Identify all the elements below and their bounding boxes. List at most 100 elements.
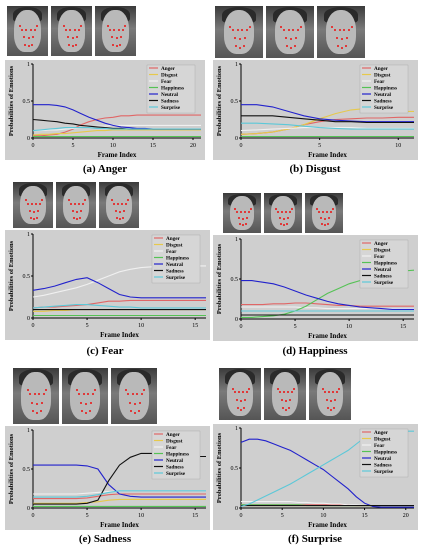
chart-disgust: 0 5 10 0 0.5 1 Frame Index Probabilities of Emo… bbox=[213, 60, 418, 160]
landmark-dot bbox=[42, 393, 45, 396]
landmark-dot bbox=[119, 210, 121, 213]
face-image bbox=[264, 193, 302, 233]
y-axis-label: Probabilities of Emotions bbox=[8, 433, 15, 504]
landmark-dot bbox=[337, 45, 340, 47]
x-tick-label: 15 bbox=[192, 323, 198, 329]
landmark-dot bbox=[235, 45, 238, 47]
landmark-dot bbox=[242, 391, 245, 394]
legend-box bbox=[359, 428, 409, 478]
legend-label: Happiness bbox=[166, 452, 189, 458]
landmark-dot bbox=[279, 217, 282, 219]
x-tick-label: 10 bbox=[138, 513, 144, 519]
x-tick-label: 0 bbox=[32, 513, 35, 519]
landmark-dot bbox=[69, 28, 72, 31]
landmark-dot bbox=[88, 410, 91, 412]
x-tick-label: 20 bbox=[190, 143, 196, 149]
face-images bbox=[13, 368, 157, 424]
landmark-dot bbox=[320, 217, 323, 219]
landmark-dot bbox=[38, 393, 41, 396]
landmark-dot bbox=[113, 28, 116, 31]
landmark-dot bbox=[239, 46, 241, 49]
face-image bbox=[95, 6, 136, 56]
landmark-dot bbox=[32, 410, 35, 412]
landmark-dot bbox=[285, 400, 287, 403]
y-tick-label: 1 bbox=[235, 62, 238, 68]
landmark-dot bbox=[325, 211, 328, 213]
legend-label: Happiness bbox=[374, 86, 397, 92]
x-tick-label: 0 bbox=[240, 513, 243, 519]
legend-label: Anger bbox=[374, 430, 389, 436]
landmark-dot bbox=[348, 29, 351, 32]
landmark-dot bbox=[243, 407, 246, 409]
series-line-neutral bbox=[32, 277, 206, 299]
chart-sadness: 0 5 10 15 0 0.5 1 Frame Index Probabilities of E… bbox=[5, 426, 210, 530]
landmark-dot bbox=[280, 25, 283, 28]
face-image bbox=[99, 182, 139, 228]
series-line-surprise bbox=[32, 304, 206, 309]
landmark-dot bbox=[290, 46, 292, 49]
landmark-dot bbox=[134, 411, 136, 414]
landmark-dot bbox=[24, 43, 27, 46]
landmark-dot bbox=[27, 45, 30, 47]
landmark-dot bbox=[67, 36, 70, 38]
landmark-dot bbox=[40, 401, 43, 404]
landmark-dot bbox=[79, 216, 82, 219]
face-image bbox=[317, 6, 365, 58]
y-tick-label: 0.5 bbox=[231, 277, 239, 283]
landmark-dot bbox=[37, 209, 39, 212]
y-tick-label: 0 bbox=[235, 506, 238, 512]
legend-label: Happiness bbox=[374, 261, 397, 267]
landmark-dot bbox=[143, 389, 146, 392]
legend-label: Sadness bbox=[161, 99, 179, 105]
face-image bbox=[264, 368, 306, 420]
landmark-dot bbox=[72, 216, 75, 219]
series-line-fear bbox=[33, 124, 201, 132]
landmark-dot bbox=[121, 28, 124, 31]
face-image bbox=[215, 6, 263, 58]
caption: (a) Anger bbox=[82, 163, 128, 175]
x-tick-label: 15 bbox=[192, 513, 198, 519]
landmark-dot bbox=[297, 29, 300, 32]
legend-label: Anger bbox=[166, 236, 181, 242]
landmark-dot bbox=[137, 410, 140, 412]
landmark-dot bbox=[115, 216, 118, 219]
y-tick-label: 0 bbox=[235, 136, 238, 142]
landmark-dot bbox=[290, 208, 293, 211]
legend-label: Disgust bbox=[374, 437, 391, 443]
series-line-neutral bbox=[33, 464, 206, 498]
legend-label: Surprise bbox=[374, 469, 394, 475]
legend-label: Anger bbox=[166, 432, 181, 438]
x-tick-label: 10 bbox=[346, 324, 352, 330]
legend-label: Fear bbox=[161, 79, 172, 85]
x-axis-label: Frame Index bbox=[100, 521, 139, 529]
landmark-dot bbox=[71, 37, 74, 39]
face-image bbox=[56, 182, 96, 228]
x-tick-label: 5 bbox=[281, 513, 284, 519]
y-tick-label: 1 bbox=[27, 62, 30, 68]
x-axis-label: Frame Index bbox=[98, 151, 137, 159]
landmark-dot bbox=[331, 25, 334, 28]
landmark-dot bbox=[294, 37, 297, 40]
landmark-dot bbox=[244, 399, 247, 402]
y-tick-label: 0.5 bbox=[231, 466, 239, 472]
face-images bbox=[7, 6, 136, 56]
landmark-dot bbox=[134, 402, 136, 405]
x-axis-label: Frame Index bbox=[308, 521, 347, 529]
landmark-dot bbox=[322, 211, 325, 213]
landmark-dot bbox=[87, 393, 90, 396]
landmark-dot bbox=[94, 389, 97, 392]
face-image bbox=[13, 368, 59, 424]
landmark-dot bbox=[293, 387, 296, 390]
legend-label: Sadness bbox=[166, 269, 184, 275]
panel-d: 0 5 10 15 0 0.5 1 Frame Index Probabilities of E… bbox=[213, 193, 418, 363]
landmark-dot bbox=[323, 391, 326, 394]
landmark-dot bbox=[45, 389, 48, 392]
x-axis-label: Frame Index bbox=[308, 332, 347, 340]
face-image bbox=[62, 368, 108, 424]
landmark-dot bbox=[75, 36, 78, 38]
landmark-dot bbox=[284, 211, 287, 213]
landmark-dot bbox=[281, 211, 284, 213]
landmark-dot bbox=[341, 46, 343, 49]
landmark-dot bbox=[279, 223, 282, 225]
series-line-anger bbox=[241, 302, 414, 307]
